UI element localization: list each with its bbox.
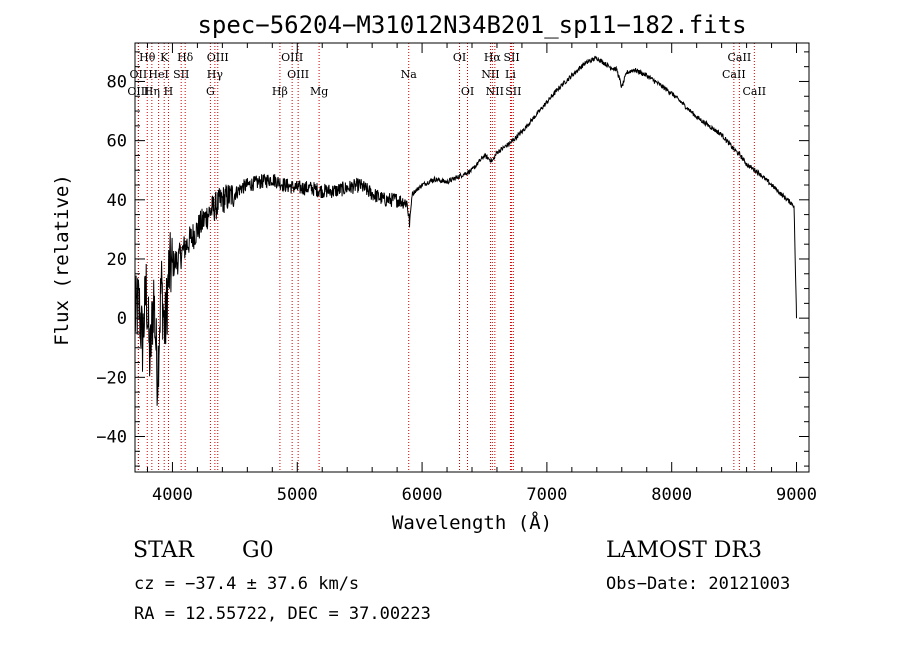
emission-line-label: H — [164, 85, 174, 98]
emission-line-label: NII — [486, 85, 504, 98]
emission-line-label: Hβ — [272, 85, 288, 98]
emission-line-label: Hη — [144, 85, 160, 98]
y-tick-label: 0 — [117, 309, 127, 329]
emission-line-label: OIII — [287, 68, 309, 81]
y-tick-label: 60 — [107, 132, 127, 152]
emission-line-label: OI — [453, 51, 466, 64]
object-subclass: G0 — [242, 538, 274, 563]
x-tick-label: 7000 — [526, 485, 567, 505]
x-tick-label: 9000 — [776, 485, 817, 505]
emission-line-label: K — [160, 51, 169, 64]
emission-line-label: Hδ — [177, 51, 194, 64]
plot-frame — [134, 42, 810, 473]
object-class: STAR — [133, 538, 194, 563]
emission-line-label: NII — [481, 68, 499, 81]
emission-line-label: SII — [505, 85, 521, 98]
emission-line-label: OIII — [127, 85, 149, 98]
emission-line-label: Li — [505, 68, 516, 81]
coordinates: RA = 12.55722, DEC = 37.00223 — [134, 604, 431, 624]
emission-line-label: CaII — [728, 51, 752, 64]
x-tick-label: 8000 — [651, 485, 692, 505]
spectrum-series-line — [134, 55, 797, 406]
emission-line-label: Hα — [484, 51, 502, 64]
emission-line-label: HeI — [148, 68, 168, 81]
observation-date: Obs−Date: 20121003 — [606, 574, 791, 594]
x-tick-label: 5000 — [277, 485, 318, 505]
y-tick-label: −40 — [96, 427, 127, 447]
emission-line-label: Hθ — [139, 51, 156, 64]
y-tick-label: 40 — [107, 191, 127, 211]
y-tick-label: 80 — [107, 72, 127, 92]
axis-ticks: 4000 5000 6000 7000 8000 9000 −40 −20 0 20 40 60 80 — [96, 43, 817, 505]
y-tick-label: −20 — [96, 368, 127, 388]
redshift-cz: cz = −37.4 ± 37.6 km/s — [134, 574, 360, 594]
emission-line-label: Hγ — [207, 68, 224, 81]
y-tick-label: 20 — [107, 250, 127, 270]
emission-line-label: OI — [461, 85, 474, 98]
x-axis-label: Wavelength (Å) — [392, 511, 552, 534]
emission-line-label: CaII — [742, 85, 766, 98]
emission-line-label: SII — [173, 68, 189, 81]
y-axis-label: Flux (relative) — [51, 174, 73, 346]
emission-line-label: Na — [401, 68, 418, 81]
emission-line-label: OII — [130, 68, 148, 81]
emission-line-markers — [137, 43, 755, 472]
chart-title: spec−56204−M31012N34B201_sp11−182.fits — [197, 11, 746, 39]
emission-line-label: OIII — [281, 51, 303, 64]
x-tick-label: 4000 — [152, 485, 193, 505]
emission-line-label: Mg — [310, 85, 328, 98]
emission-line-label: G — [206, 85, 215, 98]
emission-line-label: SII — [503, 51, 519, 64]
emission-line-label: CaII — [722, 68, 746, 81]
emission-line-label: OIII — [207, 51, 229, 64]
x-tick-label: 6000 — [402, 485, 443, 505]
survey-name: LAMOST DR3 — [606, 538, 762, 563]
